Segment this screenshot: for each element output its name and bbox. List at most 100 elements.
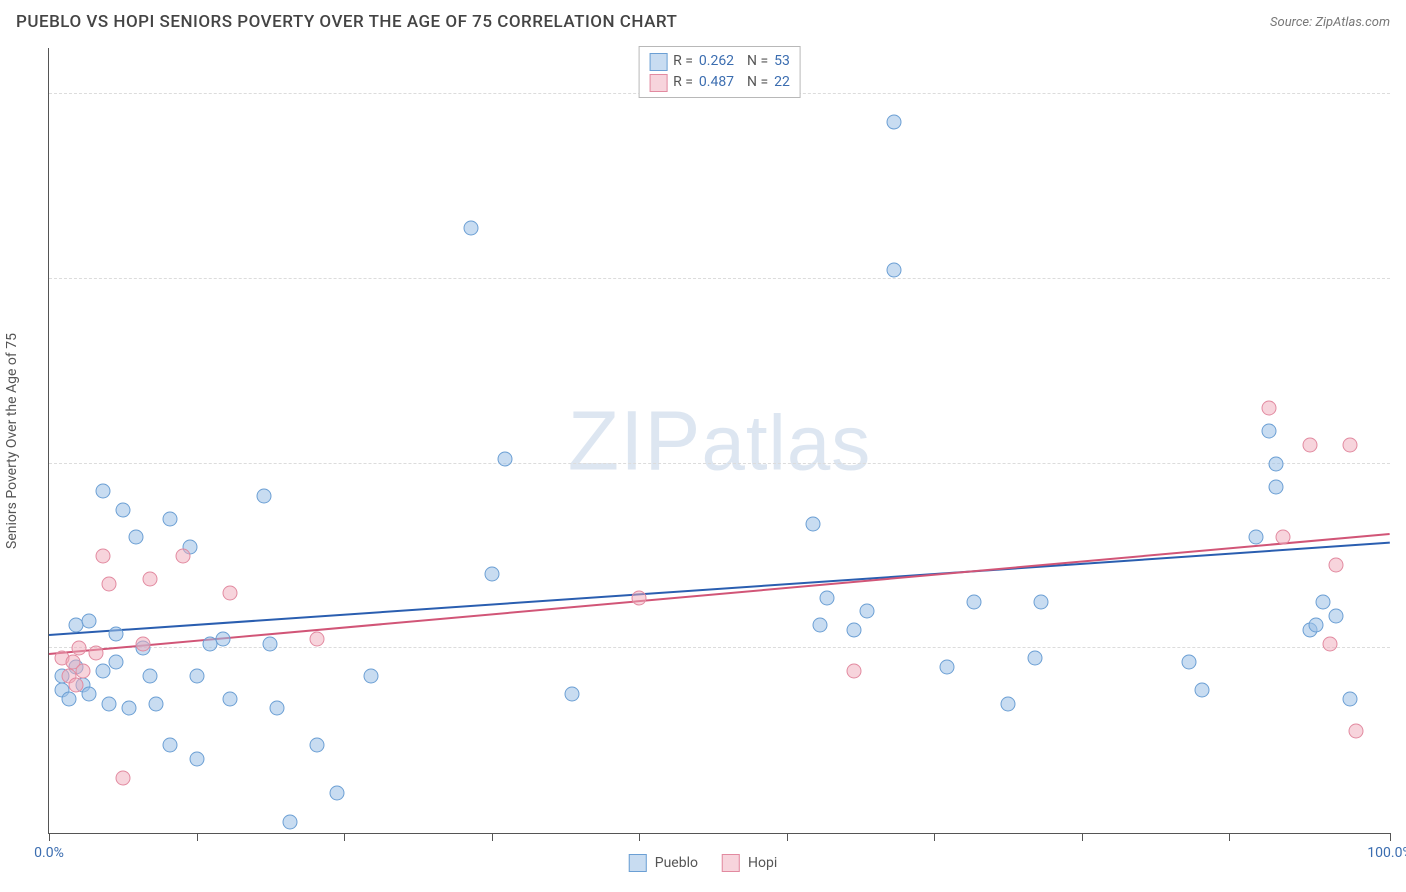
gridline	[49, 463, 1390, 464]
y-tick-label: 40.0%	[1396, 440, 1406, 456]
marker-pueblo	[129, 530, 144, 545]
marker-pueblo	[149, 696, 164, 711]
x-tick	[934, 833, 935, 841]
marker-pueblo	[886, 114, 901, 129]
marker-pueblo	[1181, 655, 1196, 670]
marker-hopi	[1275, 530, 1290, 545]
marker-pueblo	[940, 659, 955, 674]
x-tick	[1390, 833, 1391, 841]
marker-pueblo	[162, 738, 177, 753]
chart-title: PUEBLO VS HOPI SENIORS POVERTY OVER THE …	[16, 12, 677, 32]
marker-pueblo	[860, 604, 875, 619]
x-tick	[344, 833, 345, 841]
marker-hopi	[142, 572, 157, 587]
marker-pueblo	[1195, 682, 1210, 697]
x-tick	[787, 833, 788, 841]
series-legend: Pueblo Hopi	[629, 854, 777, 872]
marker-pueblo	[497, 451, 512, 466]
marker-pueblo	[464, 221, 479, 236]
marker-pueblo	[223, 692, 238, 707]
marker-hopi	[1262, 401, 1277, 416]
y-tick-label: 20.0%	[1396, 624, 1406, 640]
marker-pueblo	[109, 627, 124, 642]
marker-hopi	[310, 632, 325, 647]
marker-pueblo	[564, 687, 579, 702]
legend-row-pueblo: R = 0.262 N = 53	[649, 51, 790, 72]
marker-pueblo	[484, 567, 499, 582]
trend-line-hopi	[49, 533, 1390, 655]
gridline	[49, 647, 1390, 648]
marker-pueblo	[1309, 618, 1324, 633]
marker-pueblo	[1315, 595, 1330, 610]
marker-pueblo	[189, 669, 204, 684]
swatch-pueblo	[649, 53, 667, 71]
gridline	[49, 278, 1390, 279]
marker-pueblo	[310, 738, 325, 753]
plot-region: ZIPatlas R = 0.262 N = 53 R = 0.487 N = …	[48, 48, 1390, 834]
y-axis-label: Seniors Poverty Over the Age of 75	[4, 333, 20, 549]
marker-pueblo	[1000, 696, 1015, 711]
marker-hopi	[71, 641, 86, 656]
marker-hopi	[846, 664, 861, 679]
marker-hopi	[75, 664, 90, 679]
marker-hopi	[1349, 724, 1364, 739]
watermark: ZIPatlas	[568, 392, 871, 489]
marker-pueblo	[109, 655, 124, 670]
marker-pueblo	[269, 701, 284, 716]
marker-pueblo	[813, 618, 828, 633]
marker-pueblo	[102, 696, 117, 711]
marker-hopi	[1322, 636, 1337, 651]
marker-pueblo	[263, 636, 278, 651]
swatch-hopi	[649, 74, 667, 92]
marker-pueblo	[806, 516, 821, 531]
marker-pueblo	[62, 692, 77, 707]
marker-pueblo	[819, 590, 834, 605]
marker-hopi	[632, 590, 647, 605]
marker-pueblo	[1248, 530, 1263, 545]
marker-hopi	[223, 585, 238, 600]
marker-pueblo	[967, 595, 982, 610]
swatch-hopi-icon	[722, 854, 740, 872]
y-tick-label: 60.0%	[1396, 255, 1406, 271]
x-tick	[49, 833, 50, 841]
marker-pueblo	[1269, 456, 1284, 471]
marker-pueblo	[115, 502, 130, 517]
swatch-pueblo-icon	[629, 854, 647, 872]
marker-pueblo	[886, 262, 901, 277]
x-tick-label: 100.0%	[1367, 845, 1406, 861]
marker-pueblo	[189, 752, 204, 767]
marker-pueblo	[1034, 595, 1049, 610]
marker-hopi	[68, 678, 83, 693]
marker-hopi	[1329, 558, 1344, 573]
source-attribution: Source: ZipAtlas.com	[1270, 15, 1390, 30]
marker-pueblo	[162, 512, 177, 527]
marker-pueblo	[1342, 692, 1357, 707]
marker-pueblo	[216, 632, 231, 647]
correlation-legend: R = 0.262 N = 53 R = 0.487 N = 22	[638, 46, 801, 98]
trend-line-pueblo	[49, 542, 1390, 636]
x-tick-label: 0.0%	[34, 845, 64, 861]
legend-item-hopi: Hopi	[722, 854, 777, 872]
marker-hopi	[88, 645, 103, 660]
x-tick	[492, 833, 493, 841]
marker-hopi	[95, 548, 110, 563]
marker-hopi	[1342, 438, 1357, 453]
marker-hopi	[115, 770, 130, 785]
x-tick	[1082, 833, 1083, 841]
x-tick	[639, 833, 640, 841]
y-tick-label: 80.0%	[1396, 70, 1406, 86]
marker-pueblo	[122, 701, 137, 716]
x-tick	[1229, 833, 1230, 841]
marker-pueblo	[1269, 479, 1284, 494]
x-tick	[197, 833, 198, 841]
marker-pueblo	[1262, 424, 1277, 439]
marker-pueblo	[82, 687, 97, 702]
chart-area: Seniors Poverty Over the Age of 75 ZIPat…	[48, 48, 1390, 834]
marker-pueblo	[846, 622, 861, 637]
legend-row-hopi: R = 0.487 N = 22	[649, 72, 790, 93]
marker-hopi	[1302, 438, 1317, 453]
marker-pueblo	[363, 669, 378, 684]
marker-pueblo	[82, 613, 97, 628]
marker-pueblo	[95, 484, 110, 499]
marker-pueblo	[256, 488, 271, 503]
